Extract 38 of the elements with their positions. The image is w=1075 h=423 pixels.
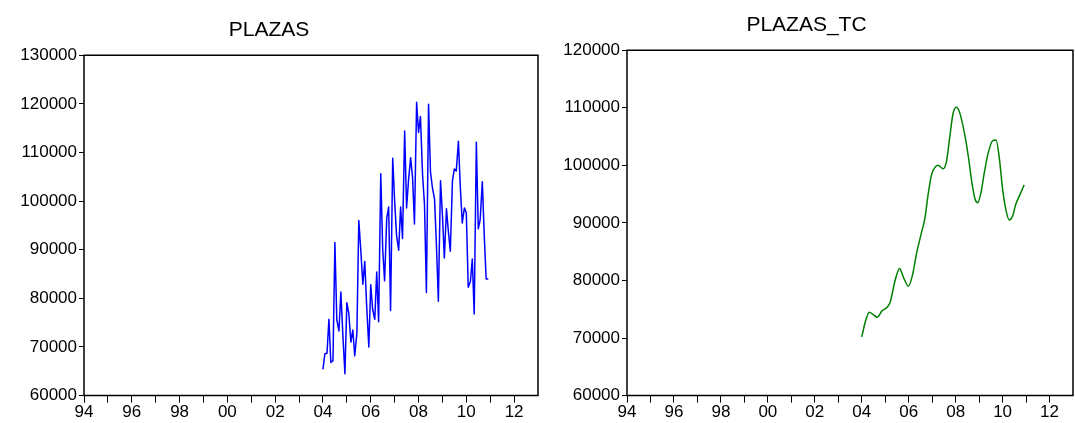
y-tick-label: 80000: [29, 288, 77, 308]
chart-title: PLAZAS: [228, 17, 310, 41]
y-tick-label: 100000: [20, 190, 77, 210]
y-tick-label: 120000: [563, 39, 620, 59]
line-series: [860, 106, 1025, 338]
y-tick-label: 80000: [572, 270, 620, 290]
x-tick-label: 12: [504, 402, 524, 422]
y-tick-label: 70000: [572, 327, 620, 347]
y-tick-label: 90000: [29, 239, 77, 259]
y-tick-label: 90000: [572, 212, 620, 232]
x-tick-label: 06: [899, 402, 919, 422]
x-tick-label: 02: [805, 402, 825, 422]
y-tick-label: 130000: [20, 44, 77, 64]
y-tick-label: 110000: [564, 97, 620, 117]
x-tick-label: 10: [456, 402, 476, 422]
x-tick-label: 04: [313, 402, 333, 422]
y-tick-label: 60000: [572, 385, 620, 405]
x-tick-label: 02: [265, 402, 285, 422]
x-tick-label: 00: [758, 402, 778, 422]
y-tick-label: 120000: [20, 93, 77, 113]
x-tick-label: 08: [946, 402, 966, 422]
chart-title: PLAZAS_TC: [746, 12, 867, 37]
x-tick-label: 94: [74, 402, 94, 422]
x-tick-label: 04: [852, 402, 872, 422]
x-tick-label: 12: [1040, 402, 1059, 422]
x-tick-label: 96: [122, 402, 142, 422]
y-tick-label: 60000: [29, 385, 77, 405]
x-tick-label: 00: [217, 402, 237, 422]
x-tick-label: 10: [993, 402, 1013, 422]
y-tick-label: 100000: [563, 155, 620, 175]
x-tick-label: 96: [664, 402, 684, 422]
x-tick-label: 06: [361, 402, 381, 422]
x-tick-label: 98: [711, 402, 731, 422]
y-tick-label: 70000: [29, 336, 77, 356]
x-tick-label: 94: [617, 402, 637, 422]
x-tick-label: 98: [170, 402, 190, 422]
x-tick-label: 08: [409, 402, 428, 422]
y-tick-label: 110000: [21, 142, 77, 162]
